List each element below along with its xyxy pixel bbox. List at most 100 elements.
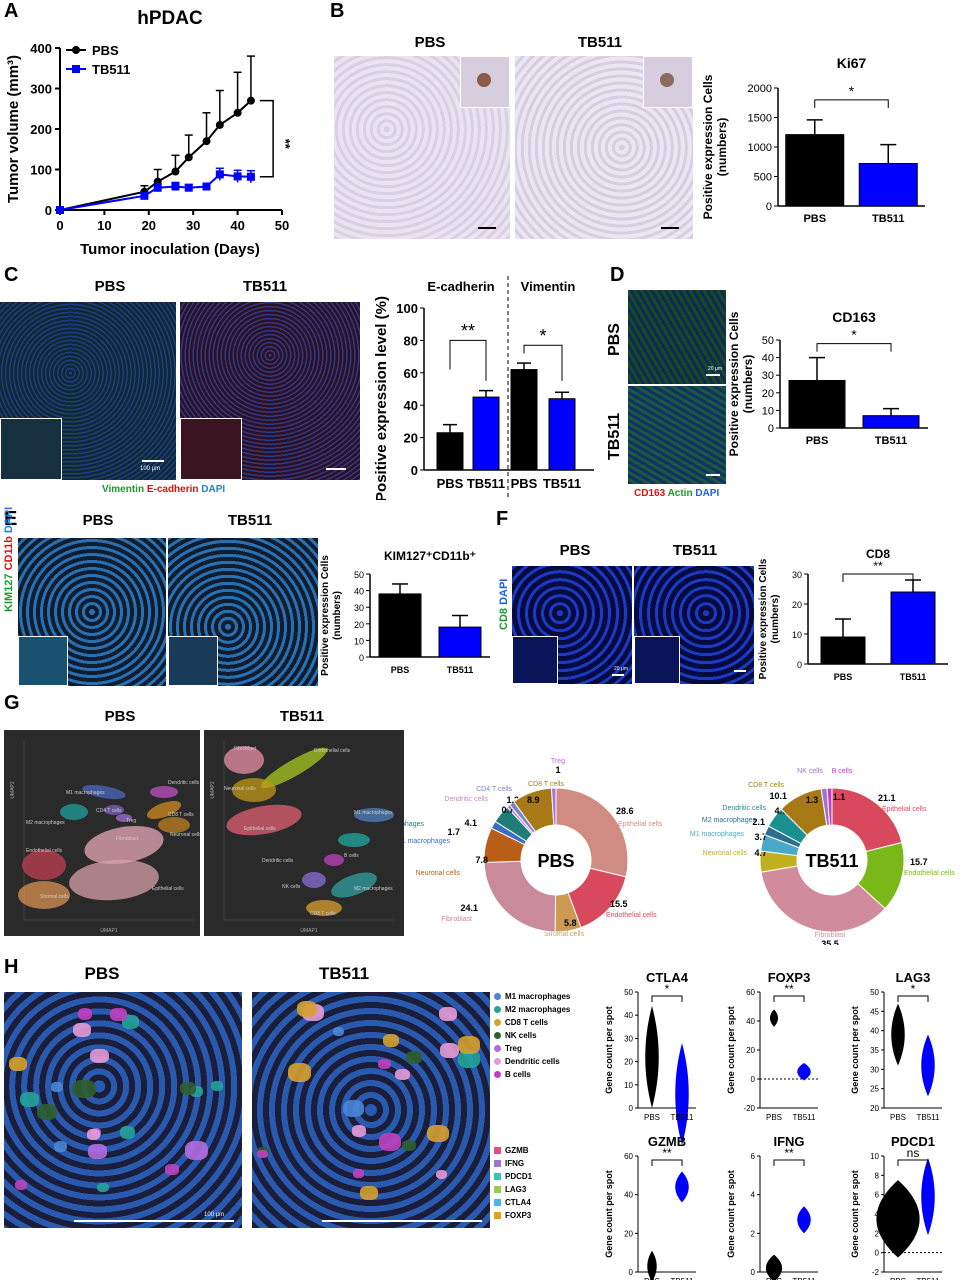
scale-bar [326,468,346,470]
umap-cluster-label: Stromal cells [40,894,69,900]
sig-label: * [911,982,916,996]
y-tick-label: 2 [751,1229,756,1238]
pbs-donut-chart: 28.6 Epithelial cells 15.5 Endothelial cell… [404,758,663,938]
violin-pbs [645,1005,659,1108]
stain-ecadherin: E-cadherin [146,484,199,495]
data-point [202,137,211,146]
umap-cluster-label: Endothelial cells [26,848,63,854]
umap-cluster-label: M2 macrophages [354,886,393,892]
x-tick-label: 50 [275,218,289,233]
segmented-cell [14,1179,27,1190]
umap-cluster [22,850,66,880]
sig-bracket [449,339,487,381]
tb511-spatial-micrograph [252,992,490,1228]
legend-swatch [494,1058,501,1066]
tb511-emt-inset [180,418,242,480]
slice-label: CD8 T cells [528,781,564,788]
umap-cluster-label: B cells [344,853,359,859]
y-axis-label: (numbers) [770,595,781,644]
segmented-cell [378,1132,401,1151]
y-tick-label: 6 [875,1191,880,1200]
x-tick-label: TB511 [793,1277,817,1280]
y-tick-label: 20 [404,431,418,446]
panel-letter-g: G [4,692,20,714]
y-tick-label: 4 [751,1191,756,1200]
violin-tb511 [675,1171,689,1203]
y-tick-label: 30 [870,1065,879,1074]
legend-item: Dendritic cells [494,1057,560,1066]
violin-pbs [647,1250,657,1280]
ki67-tb511-micrograph [515,56,693,239]
y-tick-label: 0 [411,463,418,478]
data-point [56,206,64,214]
kim127-bar-chart: KIM127⁺CD11b⁺ 0 10 20 30 40 50 PBS TB511 Positive… [320,549,490,676]
umap-cluster-label: M1 macrophages [66,790,105,796]
y-tick-label: 1000 [748,142,772,154]
y-tick-label: 40 [624,1191,633,1200]
x-tick-label: TB511 [900,672,927,682]
y-tick-label: 10 [762,405,774,417]
bar-pbs [788,379,846,429]
x-tick-label: PBS [806,435,829,447]
legend-label: M2 macrophages [505,1005,571,1014]
y-tick-label: 10 [354,636,364,646]
legend-label: PBS [92,43,119,58]
umap-cluster [150,786,178,798]
umap-cluster [232,778,276,802]
x-tick-label: TB511 [872,213,904,225]
pbs-emt-inset [0,418,62,480]
chart-title: FOXP3 [768,970,811,985]
chart-title: LAG3 [896,970,931,985]
sig-label: ** [784,982,794,996]
y-tick-label: 30 [624,1034,633,1043]
umap-cluster-label: Dendritic cells [168,780,200,786]
slice-value: 7.8 [475,855,488,865]
cd163-bar-chart: CD163 0 10 20 30 40 50 PBS TB511 Positive express… [728,309,928,456]
umap-x-label: UMAP1 [300,928,317,934]
y-tick-label: 500 [754,172,772,184]
legend-swatch [494,1032,501,1040]
umap-cluster-label: CD4 T cells [96,808,122,814]
violin-tb511 [675,1043,689,1146]
umap-cluster [18,881,70,909]
x-tick-label: TB511 [543,476,581,491]
segmented-cell [180,1082,197,1096]
y-axis-label: Gene count per spot [604,1170,614,1258]
slice-label: Dendritic cells [722,805,766,812]
y-tick-label: 0 [766,201,772,213]
y-tick-label: 0 [359,653,364,663]
slice-value: 1.7 [447,827,460,837]
umap-cluster [69,859,159,901]
slice-value: 1 [555,765,560,775]
legend-swatch [494,1160,501,1168]
umap-cluster [306,900,342,916]
segmented-cell [97,1183,109,1193]
legend-label: Treg [505,1044,522,1053]
sig-bracket [897,1159,929,1166]
legend-swatch [494,1071,501,1079]
umap-cluster [158,817,190,833]
tb511-emt-micrograph [180,302,360,480]
kim-tb511-inset [168,636,218,686]
y-tick-label: 20 [746,1046,755,1055]
bar-pbs [785,134,845,207]
umap-cluster-label: Neuronal cells [170,832,200,838]
stain-dapi: DAPI [201,484,226,495]
segmented-cell [9,1056,27,1071]
umap-cluster [260,747,328,789]
legend-label: CTLA4 [505,1198,531,1207]
legend-swatch [494,1045,501,1053]
y-axis-label: Gene count per spot [726,1170,736,1258]
slice-value: 1.2 [506,795,519,805]
bar-tb511 [858,163,918,207]
data-point [215,170,224,179]
y-tick-label: 100 [396,301,418,316]
cd8-bar-chart: CD8 0 10 20 30 PBS TB511 Positive expression Ce… [758,547,948,682]
x-tick-label: PBS [890,1277,906,1280]
y-tick-label: 20 [792,600,802,610]
pbs-emt-micrograph: 100 μm [0,302,176,480]
slice-value: 1.1 [833,792,846,802]
slice-value: 35.5 [821,939,839,945]
bar-pbs [510,369,538,471]
